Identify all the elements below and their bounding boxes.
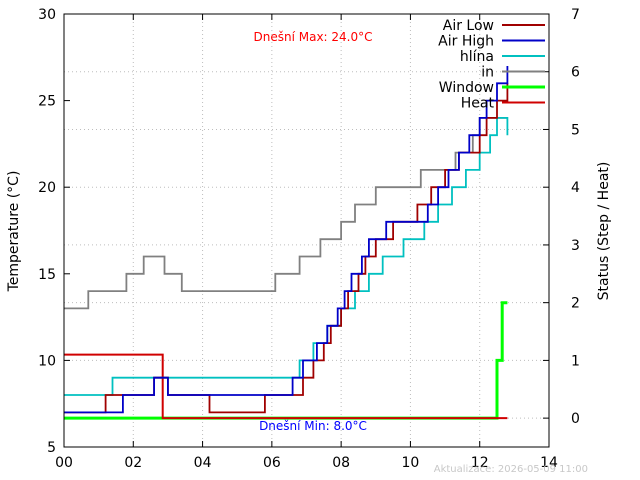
y-tick-label: 5 [47,440,56,456]
y2-tick-label: 6 [571,65,580,81]
x-tick-label: 00 [55,455,73,471]
y-tick-label: 30 [38,7,56,23]
x-tick-label: 12 [471,455,489,471]
plot-frame [63,13,550,448]
y2-tick-label: 5 [571,122,580,138]
y2-tick-label: 0 [571,411,580,427]
series-line-air-high [64,66,509,414]
y-tick-label: 10 [38,353,56,369]
y2-tick-label: 2 [571,296,580,312]
series-line-heat [64,353,508,420]
y2-tick-label: 1 [571,353,580,369]
y-tick-label: 15 [38,267,56,283]
x-tick-label: 02 [124,455,142,471]
footer-timestamp: Aktualizace: 2026-05-09 11:00 [434,464,588,475]
daily-min-annotation: Dnešní Min: 8.0°C [259,419,367,433]
y-axis-title: Temperature (°C) [6,171,22,293]
x-tick-label: 08 [332,455,350,471]
series-line-hl-na [64,117,509,396]
grid [64,14,549,447]
x-tick-label: 04 [194,455,212,471]
legend-label: Air High [438,34,494,50]
y2-axis-title: Status (Step / Heat) [596,162,612,301]
x-tick-label: 10 [402,455,420,471]
y2-tick-label: 4 [571,180,580,196]
legend-label: Air Low [443,18,494,34]
y-tick-label: 25 [38,94,56,110]
x-tick-label: 06 [263,455,281,471]
series-lines [64,66,509,420]
legend-label: Window [439,80,494,96]
legend-label: in [481,65,494,81]
daily-max-annotation: Dnešní Max: 24.0°C [254,30,373,44]
x-tick-label: 14 [540,455,558,471]
series-line-air-low [64,83,509,414]
legend-label: Heat [461,96,495,112]
y2-tick-label: 3 [571,238,580,254]
y2-tick-label: 7 [571,7,580,23]
legend-label: hlína [460,49,494,65]
series-line-in [64,117,508,310]
y-tick-label: 20 [38,180,56,196]
